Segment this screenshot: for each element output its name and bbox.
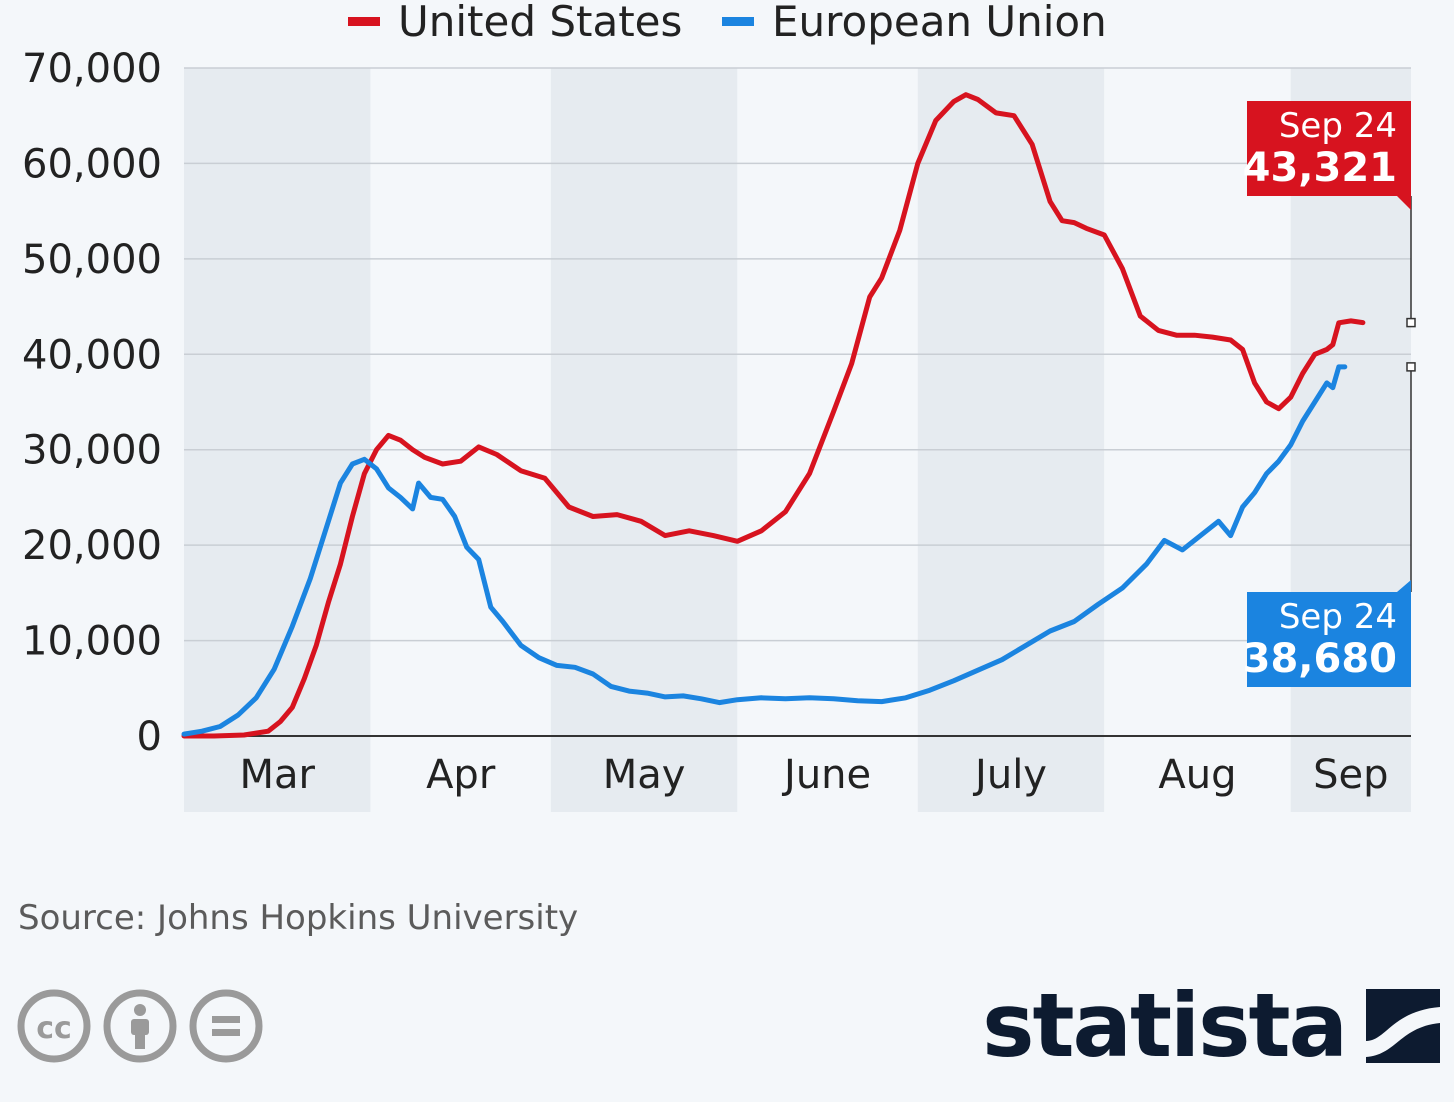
annotation-box [1247, 101, 1411, 210]
month-band-may [550, 68, 738, 812]
y-tick-label: 10,000 [22, 619, 162, 665]
annotation-value: 38,680 [1243, 636, 1397, 682]
y-tick-label: 50,000 [22, 237, 162, 283]
legend-swatch [722, 17, 754, 26]
license-icons: cc [16, 988, 264, 1064]
line-chart: 0 10,000 20,000 30,000 40,000 50,000 60,000 70,… [22, 0, 1416, 812]
annotation-date: Sep 24 [1279, 106, 1397, 146]
y-tick-label: 20,000 [22, 523, 162, 569]
source-note: Source: Johns Hopkins University [18, 898, 579, 938]
x-tick-label: Apr [426, 752, 496, 798]
month-band-june [737, 68, 918, 812]
x-tick-label: Sep [1313, 752, 1388, 798]
annotation-date: Sep 24 [1279, 597, 1397, 637]
nd-icon [189, 989, 263, 1063]
y-tick-label: 0 [137, 714, 162, 760]
x-tick-label: July [972, 752, 1047, 798]
y-tick-label: 60,000 [22, 141, 162, 187]
x-tick-label: Mar [239, 752, 315, 798]
cc-icon: cc [17, 989, 91, 1063]
legend-label: European Union [772, 0, 1107, 46]
x-tick-label: May [603, 752, 686, 798]
statista-mark-icon [1366, 989, 1440, 1063]
y-tick-label: 30,000 [22, 428, 162, 474]
y-tick-label: 40,000 [22, 332, 162, 378]
annotation-value: 43,321 [1243, 145, 1397, 191]
by-icon [103, 989, 177, 1063]
y-tick-label: 70,000 [22, 46, 162, 92]
x-tick-label: June [781, 752, 871, 798]
svg-text:cc: cc [36, 1011, 72, 1046]
annotation-marker [1406, 317, 1416, 328]
annotation-box [1247, 580, 1411, 687]
annotation-marker [1406, 362, 1416, 372]
statista-logo: statista [982, 982, 1440, 1070]
x-tick-label: Aug [1158, 752, 1236, 798]
month-band-july [917, 68, 1105, 812]
logo-text: statista [982, 974, 1348, 1077]
series-line-united-states [181, 92, 1366, 739]
series-line-european-union [181, 364, 1348, 737]
legend-label: United States [398, 0, 682, 46]
month-band-mar [184, 68, 371, 812]
legend-swatch [348, 17, 380, 26]
